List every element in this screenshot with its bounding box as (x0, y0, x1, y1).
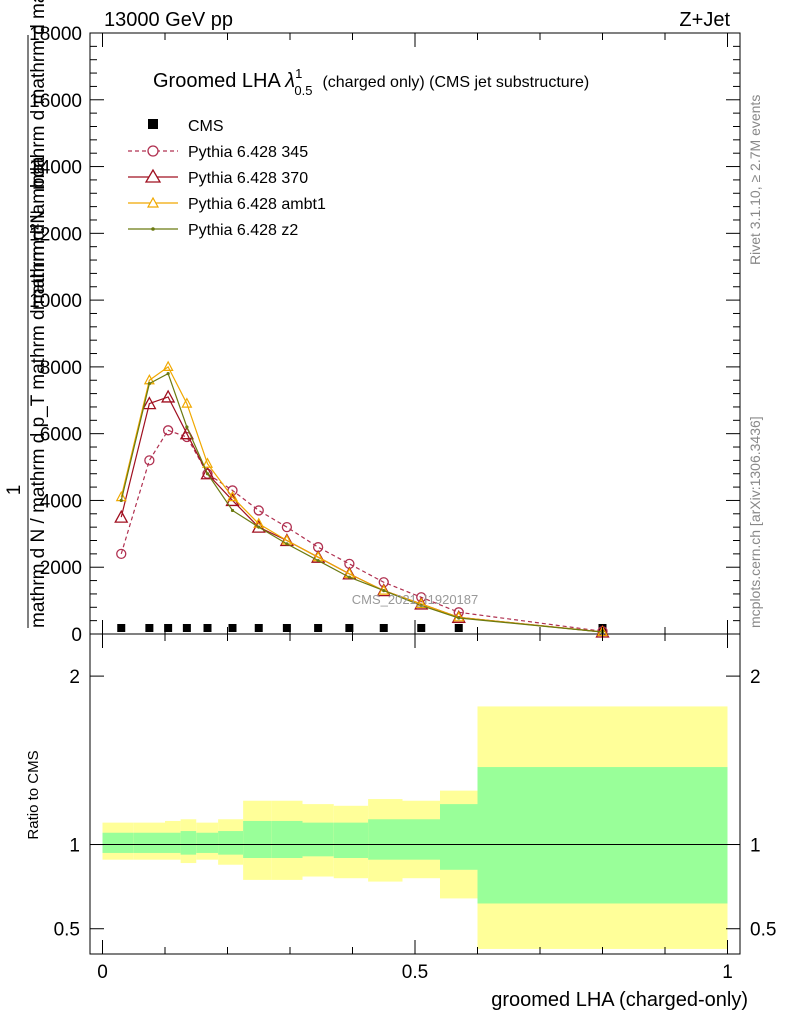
ylabel-bottom: mathrm d N / mathrm d p_T mathrm d mathr… (28, 156, 49, 628)
y-tick-label: 0 (71, 625, 82, 646)
ratio-band-inner (243, 821, 271, 858)
data-point (285, 542, 288, 545)
ratio-band-inner (103, 833, 134, 853)
header-right: Z+Jet (679, 9, 730, 31)
data-point (455, 624, 463, 632)
data-point (183, 624, 191, 632)
data-point (231, 509, 234, 512)
ratio-band-inner (334, 823, 368, 858)
data-point (117, 624, 125, 632)
watermark: CMS_2021_I1920187 (352, 592, 479, 607)
ratio-band-inner (440, 804, 478, 870)
x-tick-label: 1 (722, 962, 733, 983)
ratio-ylabel: Ratio to CMS (25, 750, 42, 839)
legend-marker (151, 227, 155, 231)
main-ylabel: mathrm d²N mathrm d mathrm d mathrm d la… (4, 0, 49, 628)
data-point (145, 456, 154, 465)
header-left: 13000 GeV pp (104, 9, 233, 31)
ratio-band-inner (271, 821, 302, 858)
data-point (457, 616, 460, 619)
data-point (148, 382, 151, 385)
data-point (167, 372, 170, 375)
ratio-band-inner (478, 767, 728, 903)
x-tick-label: 0 (97, 962, 108, 983)
data-point (317, 559, 320, 562)
ratio-y-tick-label: 1 (69, 836, 80, 857)
ratio-band-inner (368, 819, 402, 859)
legend-label: Pythia 6.428 345 (188, 144, 308, 161)
legend-label: CMS (188, 118, 224, 135)
data-point (185, 425, 188, 428)
rivet-label: Rivet 3.1.10, ≥ 2.7M events (747, 95, 763, 265)
ratio-band-inner (403, 819, 441, 859)
data-point (145, 624, 153, 632)
ylabel-fraction-one: 1 (4, 485, 25, 496)
legend-label: Pythia 6.428 370 (188, 170, 308, 187)
data-point (164, 362, 173, 371)
data-point (314, 624, 322, 632)
ratio-band-inner (303, 823, 334, 857)
ratio-uncertainty-bands (103, 706, 728, 949)
data-point (417, 624, 425, 632)
data-point (120, 499, 123, 502)
ratio-y-tick-label-right: 0.5 (750, 920, 776, 941)
data-point (380, 624, 388, 632)
ratio-band-inner (218, 831, 243, 855)
x-axis-label: groomed LHA (charged-only) (491, 989, 748, 1011)
data-point (254, 506, 263, 515)
data-point (206, 472, 209, 475)
legend-marker (146, 170, 160, 182)
x-tick-label: 0.5 (402, 962, 428, 983)
ratio-y-tick-label: 2 (69, 667, 80, 688)
legend-marker (148, 146, 158, 156)
ratio-y-tick-label: 0.5 (54, 920, 80, 941)
legend-label: Pythia 6.428 z2 (188, 222, 298, 239)
data-point (229, 624, 237, 632)
ratio-y-tick-label-right: 2 (750, 667, 761, 688)
ratio-band-inner (181, 831, 197, 855)
data-point (257, 526, 260, 529)
ratio-band-inner (196, 833, 218, 853)
data-point (348, 576, 351, 579)
data-point (255, 624, 263, 632)
ratio-y-tick-label-right: 1 (750, 836, 761, 857)
legend-marker (148, 119, 158, 129)
ratio-band-inner (165, 833, 181, 853)
mcplots-label: mcplots.cern.ch [arXiv:1306.3436] (747, 416, 763, 628)
plot-title: Groomed LHA λ1 0.5 (charged only) (CMS jet… (153, 66, 589, 98)
data-point (204, 624, 212, 632)
ratio-band-inner (134, 833, 165, 853)
legend-label: Pythia 6.428 ambt1 (188, 196, 326, 213)
legend: CMS Pythia 6.428 345 Pythia 6.428 370 Pythi… (128, 118, 326, 239)
